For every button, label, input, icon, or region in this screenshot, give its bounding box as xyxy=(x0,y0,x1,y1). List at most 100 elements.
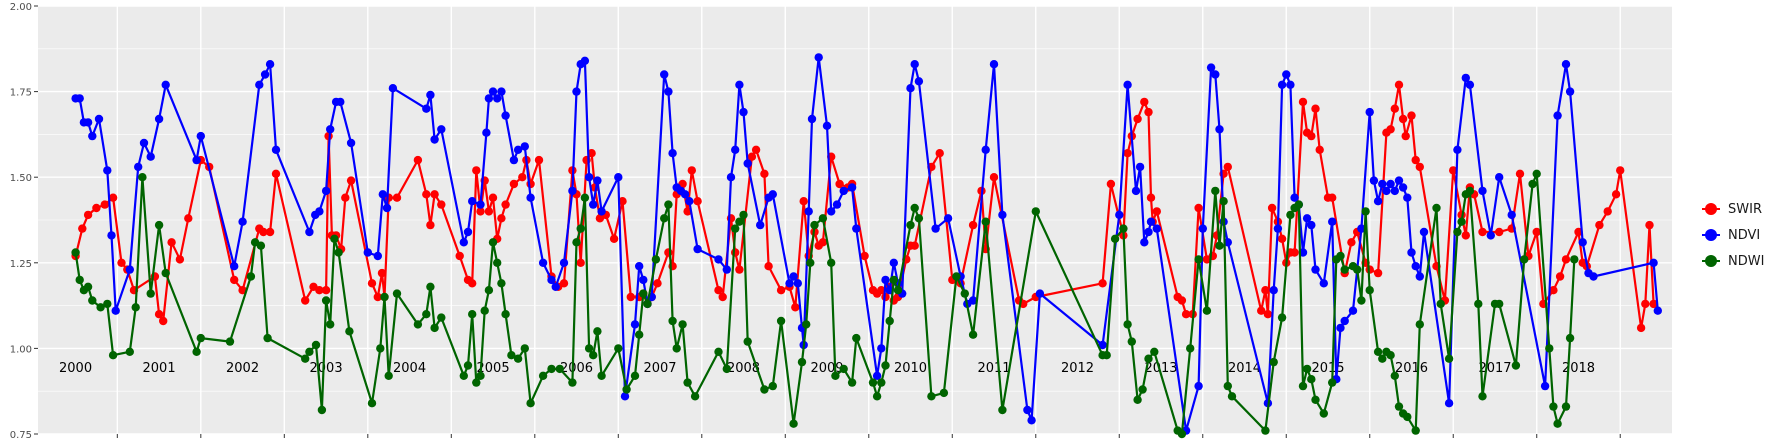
data-point-ndwi xyxy=(839,364,848,374)
data-point-ndwi xyxy=(367,399,377,408)
data-point-ndwi xyxy=(463,361,473,370)
data-point-ndwi xyxy=(1269,357,1278,367)
data-point-ndwi xyxy=(1353,265,1362,274)
data-point-ndvi xyxy=(526,193,535,202)
data-point-ndvi xyxy=(1194,381,1203,391)
data-point-swir xyxy=(653,279,662,288)
data-point-ndwi xyxy=(1186,344,1195,353)
data-point-swir xyxy=(1315,145,1324,154)
data-point-ndvi xyxy=(547,275,556,285)
data-point-ndwi xyxy=(668,316,677,326)
data-point-ndwi xyxy=(426,282,435,291)
data-point-swir xyxy=(1263,310,1273,319)
data-point-swir xyxy=(1449,166,1458,175)
data-point-ndwi xyxy=(672,344,681,353)
data-point-ndvi xyxy=(668,149,677,158)
data-point-swir xyxy=(1177,296,1187,305)
data-point-ndvi xyxy=(146,152,155,161)
data-point-swir xyxy=(437,200,446,209)
data-point-swir xyxy=(1616,166,1625,175)
data-point-ndvi xyxy=(847,183,857,192)
data-point-ndwi xyxy=(1453,227,1462,237)
data-point-ndwi xyxy=(71,248,80,257)
data-point-swir xyxy=(1461,231,1471,240)
data-point-ndvi xyxy=(321,186,331,196)
data-point-swir xyxy=(1140,97,1149,107)
data-point-ndwi xyxy=(739,210,748,220)
data-point-ndvi xyxy=(1394,176,1404,185)
data-point-ndvi xyxy=(1311,265,1320,274)
legend-key-ndvi xyxy=(1700,224,1722,246)
legend-label-swir: SWIR xyxy=(1728,201,1762,217)
data-point-ndvi xyxy=(326,125,335,134)
data-point-ndwi xyxy=(468,310,477,319)
data-point-ndwi xyxy=(96,303,105,312)
data-point-swir xyxy=(877,286,886,295)
data-point-swir xyxy=(1603,207,1612,216)
year-label: 2010 xyxy=(894,361,927,376)
data-point-ndvi xyxy=(265,59,275,69)
data-point-ndvi xyxy=(501,111,510,120)
data-point-ndvi xyxy=(1027,416,1036,425)
data-point-ndvi xyxy=(910,59,919,69)
data-point-swir xyxy=(1407,111,1416,120)
data-point-ndwi xyxy=(103,299,112,309)
data-point-ndvi xyxy=(134,162,143,172)
data-point-swir xyxy=(835,179,844,189)
data-point-ndwi xyxy=(1495,299,1504,309)
series-ndwi xyxy=(71,169,1579,439)
data-point-ndwi xyxy=(321,296,331,305)
data-point-ndvi xyxy=(1653,306,1663,315)
data-point-ndvi xyxy=(1340,316,1349,326)
data-point-swir xyxy=(1152,207,1162,216)
data-point-ndwi xyxy=(437,313,446,322)
data-point-ndvi xyxy=(1135,162,1145,172)
y-tick-label: 1.75 xyxy=(10,88,32,99)
year-label: 2008 xyxy=(727,361,760,376)
data-point-ndvi xyxy=(572,87,581,96)
data-point-ndwi xyxy=(1474,299,1483,309)
data-point-ndvi xyxy=(814,53,823,62)
data-point-ndvi xyxy=(94,114,104,124)
data-point-swir xyxy=(159,316,168,326)
data-point-ndvi xyxy=(943,214,953,223)
data-point-ndvi xyxy=(832,200,842,209)
data-point-swir xyxy=(392,193,402,202)
data-point-ndwi xyxy=(877,378,886,387)
data-point-ndwi xyxy=(1545,344,1554,353)
data-point-ndvi xyxy=(1035,289,1045,298)
data-point-swir xyxy=(1194,203,1203,213)
data-point-ndvi xyxy=(1649,258,1658,267)
data-point-ndvi xyxy=(103,166,112,175)
data-point-swir xyxy=(413,155,423,165)
data-point-swir xyxy=(764,262,773,271)
data-point-ndvi xyxy=(230,262,239,271)
data-point-ndvi xyxy=(559,258,569,267)
data-point-ndvi xyxy=(382,203,392,213)
data-point-ndvi xyxy=(731,145,740,154)
data-point-ndvi xyxy=(476,200,485,209)
data-point-ndwi xyxy=(593,327,602,336)
data-point-ndwi xyxy=(501,310,510,319)
data-point-swir xyxy=(626,292,635,302)
data-point-ndvi xyxy=(459,238,468,247)
data-point-ndvi xyxy=(111,306,120,315)
data-point-ndvi xyxy=(1131,186,1141,196)
legend-key-ndwi xyxy=(1700,250,1722,272)
data-point-ndwi xyxy=(722,364,731,374)
data-point-ndwi xyxy=(125,347,134,356)
data-point-ndvi xyxy=(1578,238,1587,247)
data-point-ndwi xyxy=(1123,320,1132,329)
data-point-ndvi xyxy=(722,265,731,274)
data-point-ndwi xyxy=(1478,392,1487,401)
data-point-swir xyxy=(1123,149,1132,158)
data-point-ndvi xyxy=(827,207,836,216)
data-point-ndwi xyxy=(714,347,723,356)
data-point-ndwi xyxy=(797,357,807,367)
data-point-ndwi xyxy=(108,351,118,360)
data-point-ndvi xyxy=(192,155,201,165)
data-point-ndwi xyxy=(1432,203,1441,213)
data-point-ndvi xyxy=(1407,248,1416,257)
data-point-ndwi xyxy=(1444,354,1454,363)
data-point-swir xyxy=(230,275,239,285)
